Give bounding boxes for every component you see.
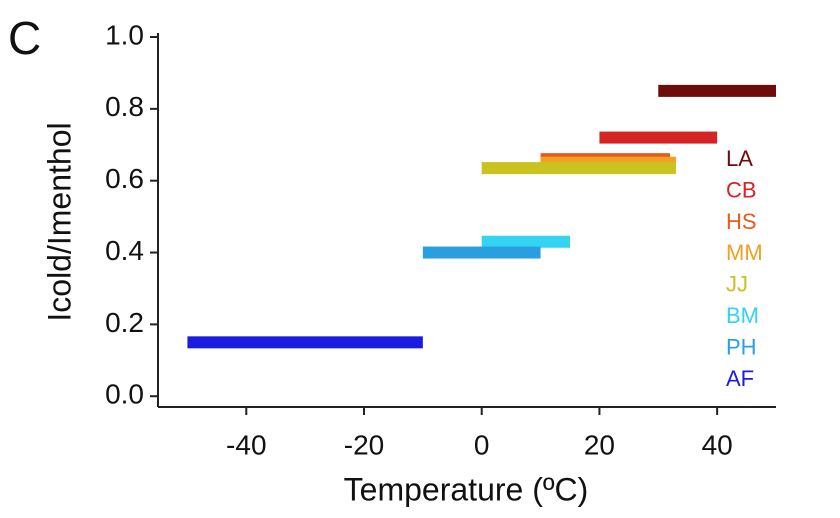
- range-bar: [187, 336, 423, 349]
- legend-label: HS: [726, 209, 757, 234]
- x-tick-label: -20: [344, 429, 384, 460]
- legend-label: LA: [726, 146, 753, 171]
- legend-label: BM: [726, 303, 759, 328]
- y-tick-label: 0.2: [105, 307, 144, 338]
- legend-label: AF: [726, 366, 754, 391]
- panel-label: C: [8, 12, 41, 64]
- x-tick-label: -40: [226, 429, 266, 460]
- y-tick-label: 0.4: [105, 235, 144, 266]
- legend-label: JJ: [726, 272, 748, 297]
- legend-label: MM: [726, 240, 763, 265]
- legend-label: PH: [726, 334, 757, 359]
- x-tick-label: 20: [584, 429, 615, 460]
- range-bar: [481, 235, 570, 248]
- range-bar: [658, 84, 776, 97]
- x-tick-label: 0: [474, 429, 490, 460]
- y-axis-label: Icold/Imenthol: [41, 122, 77, 321]
- legend-label: CB: [726, 177, 757, 202]
- range-bar: [599, 131, 718, 144]
- range-bar: [481, 162, 676, 175]
- y-tick-label: 1.0: [105, 19, 144, 50]
- x-tick-label: 40: [702, 429, 733, 460]
- y-tick-label: 0.0: [105, 379, 144, 410]
- y-tick-label: 0.6: [105, 163, 144, 194]
- y-tick-label: 0.8: [105, 91, 144, 122]
- range-bar: [422, 246, 541, 259]
- x-axis-label: Temperature (ºC): [344, 471, 589, 507]
